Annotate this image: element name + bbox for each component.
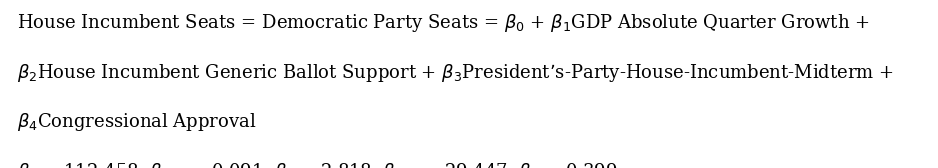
Text: $\beta_2$House Incumbent Generic Ballot Support + $\beta_3$President’s-Party-Hou: $\beta_2$House Incumbent Generic Ballot …: [17, 62, 894, 84]
Text: $\beta_0$ = 112.458, $\beta_1$ = −0.091, $\beta_2$ = 2.818, $\beta_3$ = −29.447,: $\beta_0$ = 112.458, $\beta_1$ = −0.091,…: [17, 161, 617, 168]
Text: $\beta_4$Congressional Approval: $\beta_4$Congressional Approval: [17, 111, 256, 133]
Text: House Incumbent Seats = Democratic Party Seats = $\beta_0$ + $\beta_1$GDP Absolu: House Incumbent Seats = Democratic Party…: [17, 12, 870, 34]
